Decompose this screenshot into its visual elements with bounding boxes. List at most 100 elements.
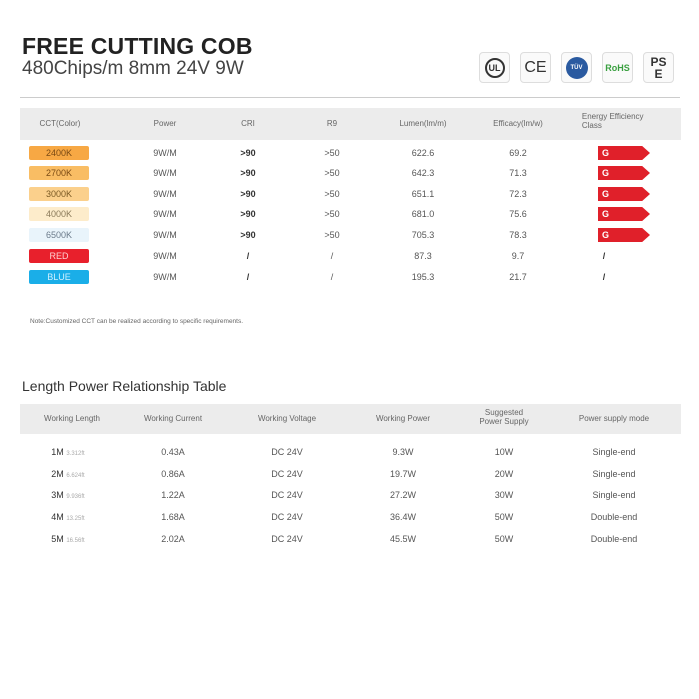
cell-supply: 30W [494, 490, 514, 500]
cell-cri: / [246, 272, 250, 282]
table1-col-header: Efficacy(lm/w) [493, 119, 543, 128]
energy-class-badge: G [598, 166, 650, 180]
cell-r9: >50 [324, 148, 340, 158]
cell-power: 9W/M [153, 168, 177, 178]
cct-color-chip: 3000K [29, 187, 89, 201]
cell-lumen: 681.0 [411, 209, 435, 219]
length-meters: 4M [51, 512, 64, 522]
length-meters: 3M [51, 490, 64, 500]
energy-class-badge: G [598, 207, 650, 221]
cell-cri: >90 [240, 209, 256, 219]
cell-power: 36.4W [389, 512, 417, 522]
cell-lumen: 87.3 [414, 251, 432, 261]
energy-class-badge: G [598, 146, 650, 160]
cell-mode: Double-end [590, 512, 638, 522]
cell-supply: 20W [494, 469, 514, 479]
length-feet: 3.312ft [66, 451, 85, 457]
cell-cri: >90 [240, 230, 256, 240]
energy-class-badge: G [598, 187, 650, 201]
cct-color-chip: 2700K [29, 166, 89, 180]
cell-current: 0.86A [161, 469, 185, 479]
cct-color-chip: 2400K [29, 146, 89, 160]
cell-efficacy: 69.2 [509, 148, 527, 158]
table1-col-header: Energy Efficiency Class [581, 112, 644, 130]
cell-current: 2.02A [161, 534, 185, 544]
cell-efficacy: 75.6 [509, 209, 527, 219]
pse-icon: PSE [643, 52, 674, 83]
length-feet: 9.936ft [66, 494, 85, 500]
cell-cri: / [246, 251, 250, 261]
table2-header [20, 404, 681, 434]
cell-voltage: DC 24V [271, 512, 303, 522]
cell-length: 4M 13.25ft [51, 512, 84, 522]
length-meters: 1M [51, 447, 64, 457]
cell-lumen: 705.3 [411, 230, 435, 240]
cell-supply: 50W [494, 512, 514, 522]
cell-efficacy: 72.3 [509, 189, 527, 199]
cell-cri: >90 [240, 148, 256, 158]
cell-power: 45.5W [389, 534, 417, 544]
cct-color-chip: RED [29, 249, 89, 263]
note-text: Note:Customized CCT can be realized acco… [30, 318, 244, 325]
cell-voltage: DC 24V [271, 490, 303, 500]
length-feet: 16.56ft [66, 538, 85, 544]
cell-current: 0.43A [161, 447, 185, 457]
cell-lumen: 195.3 [411, 272, 435, 282]
cell-voltage: DC 24V [271, 469, 303, 479]
cell-length: 5M 16.56ft [51, 534, 84, 544]
cell-r9: >50 [324, 209, 340, 219]
ul-label: UL [484, 57, 505, 78]
length-meters: 2M [51, 469, 64, 479]
cct-color-chip: BLUE [29, 270, 89, 284]
cell-current: 1.68A [161, 512, 185, 522]
cell-mode: Double-end [590, 534, 638, 544]
table1-col-header: R9 [326, 119, 338, 128]
cell-supply: 50W [494, 534, 514, 544]
cell-efficacy: 21.7 [509, 272, 527, 282]
cell-lumen: 642.3 [411, 168, 435, 178]
cell-r9: >50 [324, 189, 340, 199]
cell-mode: Single-end [592, 447, 636, 457]
cell-current: 1.22A [161, 490, 185, 500]
ul-icon: UL [479, 52, 510, 83]
cell-power: 9W/M [153, 209, 177, 219]
cell-r9: >50 [324, 230, 340, 240]
table1-col-header: Power [153, 119, 177, 128]
rohs-icon: RoHS [602, 52, 633, 83]
tuv-icon: TÜV [561, 52, 592, 83]
energy-class-badge: G [598, 228, 650, 242]
cell-efficacy: 9.7 [511, 251, 525, 261]
table2-col-header: Working Length [44, 414, 100, 423]
cell-lumen: 622.6 [411, 148, 435, 158]
cell-length: 3M 9.936ft [51, 490, 84, 500]
divider [20, 97, 680, 98]
cell-cri: >90 [240, 189, 256, 199]
cell-efficacy: 78.3 [509, 230, 527, 240]
cell-r9: >50 [324, 168, 340, 178]
table1-col-header: CCT(Color) [39, 119, 81, 128]
cell-r9: / [330, 272, 334, 282]
cell-mode: Single-end [592, 469, 636, 479]
cell-power: 27.2W [389, 490, 417, 500]
product-subtitle: 480Chips/m 8mm 24V 9W [22, 58, 244, 79]
cell-power: 9.3W [392, 447, 414, 457]
cell-power: 19.7W [389, 469, 417, 479]
table2-col-header: Working Current [143, 414, 203, 423]
cell-mode: Single-end [592, 490, 636, 500]
cell-power: 9W/M [153, 148, 177, 158]
energy-class-badge: / [602, 251, 606, 261]
cell-cri: >90 [240, 168, 256, 178]
table2-title: Length Power Relationship Table [22, 378, 227, 394]
cell-r9: / [330, 251, 334, 261]
cell-power: 9W/M [153, 189, 177, 199]
cell-power: 9W/M [153, 272, 177, 282]
cell-efficacy: 71.3 [509, 168, 527, 178]
length-feet: 6.624ft [66, 473, 85, 479]
cell-length: 1M 3.312ft [51, 447, 84, 457]
table2-col-header: Working Voltage [257, 414, 317, 423]
product-title: FREE CUTTING COB [22, 33, 253, 59]
cell-voltage: DC 24V [271, 534, 303, 544]
table2-col-header: Power supply mode [578, 414, 650, 423]
cell-power: 9W/M [153, 251, 177, 261]
length-meters: 5M [51, 534, 64, 544]
